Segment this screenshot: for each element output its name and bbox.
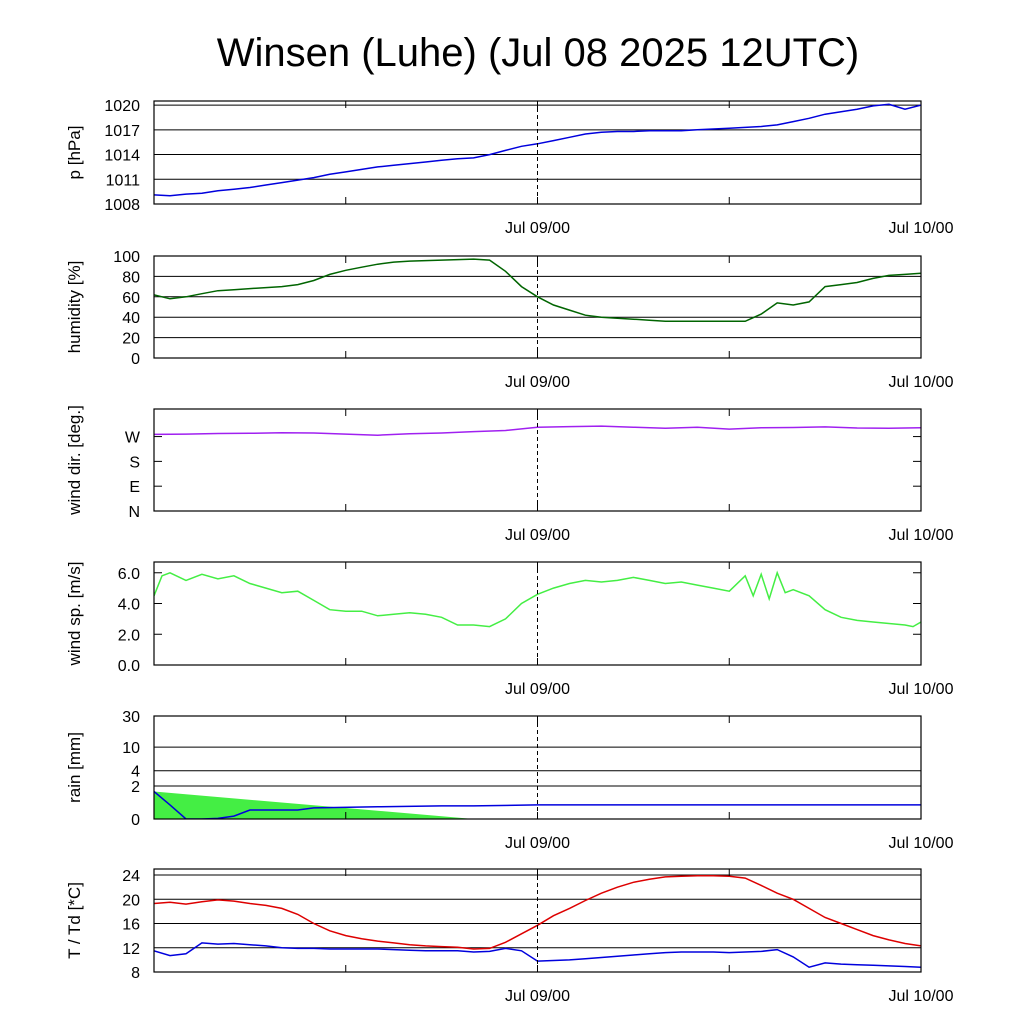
y-tick-label: 1008 bbox=[104, 197, 140, 214]
y-axis-label: T / Td [*C] bbox=[65, 882, 84, 959]
y-tick-label: 1011 bbox=[106, 172, 141, 189]
panel-data bbox=[154, 258, 921, 323]
x-tick-label: Jul 10/00 bbox=[889, 988, 954, 1005]
y-axis-label: rain [mm] bbox=[65, 732, 84, 803]
y-tick-label: S bbox=[129, 454, 140, 471]
y-tick-label: 0 bbox=[131, 351, 140, 368]
y-tick-label: 0.0 bbox=[118, 658, 140, 675]
panel-data bbox=[154, 570, 921, 628]
y-tick-label: 30 bbox=[122, 709, 140, 726]
panel-frame bbox=[153, 100, 922, 205]
x-tick-label: Jul 10/00 bbox=[889, 527, 954, 544]
y-tick-label: 16 bbox=[122, 917, 140, 934]
panel-0: 1008 1011 1014 1017 1020 Jul 09/00 Jul 10/00 p … bbox=[65, 98, 954, 237]
panel-4: 0 24 10 30 Jul 09/00 Jul 10/00 rain [mm] bbox=[65, 709, 954, 852]
panel-frame bbox=[153, 715, 922, 820]
y-tick-label: 20 bbox=[122, 892, 140, 909]
series-line-1 bbox=[154, 790, 921, 819]
panel-3: 0.0 2.0 4.0 6.0 Jul 09/00 Jul 10/00 wind sp. [… bbox=[65, 561, 954, 698]
x-tick-label: Jul 09/00 bbox=[505, 527, 570, 544]
y-tick-label: 60 bbox=[122, 290, 140, 307]
x-tick-label: Jul 09/00 bbox=[505, 374, 570, 391]
rain-area bbox=[154, 791, 474, 819]
series-line-0 bbox=[154, 258, 921, 323]
x-tick-label: Jul 10/00 bbox=[889, 681, 954, 698]
y-tick-label: W bbox=[125, 430, 141, 447]
y-axis-label: wind sp. [m/s] bbox=[65, 562, 84, 667]
y-tick-label: 24 bbox=[122, 868, 140, 885]
panel-1: 0 20 40 60 80 100 Jul 09/00 Jul 10/00 humidity [… bbox=[65, 249, 954, 391]
x-tick-label: Jul 09/00 bbox=[505, 835, 570, 852]
y-axis-label: humidity [%] bbox=[65, 261, 84, 354]
y-tick-label: 4.0 bbox=[118, 597, 140, 614]
y-tick-label: 80 bbox=[122, 269, 140, 286]
chart-title: Winsen (Luhe) (Jul 08 2025 12UTC) bbox=[217, 31, 860, 75]
y-tick-label: 10 bbox=[122, 740, 140, 757]
panel-data bbox=[154, 790, 921, 819]
y-tick-label: 1017 bbox=[104, 123, 140, 140]
y-tick-label: E bbox=[129, 479, 140, 496]
y-tick-label: 100 bbox=[113, 249, 140, 266]
x-tick-label: Jul 09/00 bbox=[505, 681, 570, 698]
y-tick-label: 2 bbox=[131, 779, 140, 796]
panel-frame bbox=[153, 868, 922, 973]
y-tick-label: 8 bbox=[131, 965, 140, 982]
y-tick-label: 40 bbox=[122, 310, 140, 327]
y-tick-label: 20 bbox=[122, 331, 140, 348]
y-tick-label: N bbox=[128, 504, 140, 521]
y-tick-label: 2.0 bbox=[118, 627, 140, 644]
series-line-0 bbox=[154, 570, 921, 628]
x-tick-label: Jul 10/00 bbox=[889, 220, 954, 237]
panel-frame bbox=[153, 408, 922, 512]
y-axis-label: wind dir. [deg.] bbox=[65, 405, 84, 516]
y-tick-label: 1014 bbox=[104, 148, 140, 165]
y-tick-label: 1020 bbox=[104, 98, 140, 115]
y-tick-label: 4 bbox=[131, 764, 140, 781]
y-tick-label: 6.0 bbox=[118, 566, 140, 583]
panel-frame bbox=[153, 561, 922, 666]
panel-5: 8 12 16 20 24 Jul 09/00 Jul 10/00 T / Td [*C] bbox=[65, 868, 954, 1005]
y-tick-label: 0 bbox=[131, 812, 140, 829]
y-tick-label: 12 bbox=[122, 941, 140, 958]
x-tick-label: Jul 10/00 bbox=[889, 835, 954, 852]
x-tick-label: Jul 09/00 bbox=[505, 220, 570, 237]
y-axis-label: p [hPa] bbox=[65, 126, 84, 180]
series-line-0 bbox=[154, 425, 921, 436]
panel-data bbox=[154, 425, 921, 436]
x-tick-label: Jul 09/00 bbox=[505, 988, 570, 1005]
panel-frame bbox=[153, 255, 922, 359]
x-tick-label: Jul 10/00 bbox=[889, 374, 954, 391]
